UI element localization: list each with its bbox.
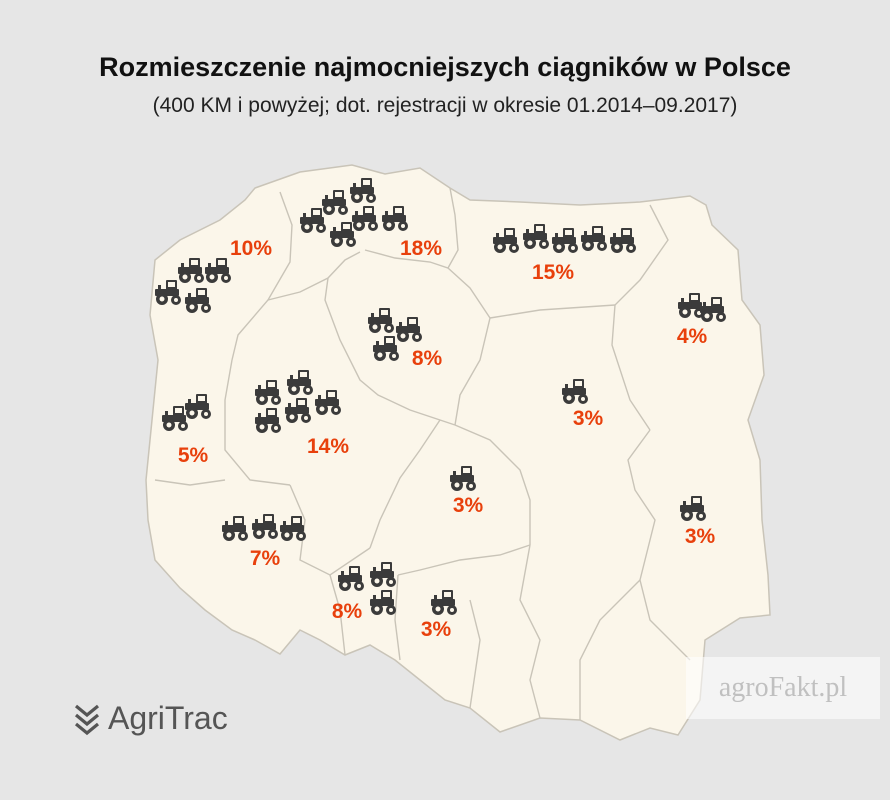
agritrac-chevron-icon: [74, 704, 100, 735]
watermark-text: agroFakt.pl: [718, 672, 848, 703]
percent-label-wielkopolskie: 14%: [306, 435, 350, 458]
percent-label-lubuskie: 5%: [177, 444, 209, 467]
percent-label-dolnoslaskie: 7%: [249, 547, 281, 570]
percent-label-warminsko-mazurskie: 15%: [531, 261, 575, 284]
percent-label-opolskie: 8%: [331, 600, 363, 623]
map-subtitle: (400 KM i powyżej; dot. rejestracji w ok…: [152, 94, 738, 117]
percent-label-lubelskie: 3%: [684, 525, 716, 548]
region-borders: [154, 187, 691, 720]
percent-label-lodzkie: 3%: [452, 494, 484, 517]
percent-label-pomorskie: 18%: [399, 237, 443, 260]
country-shape: [145, 164, 771, 741]
percent-label-slaskie: 3%: [420, 618, 452, 641]
agrofakt-watermark: agroFakt.pl: [686, 657, 880, 719]
percent-label-podlaskie: 4%: [676, 325, 708, 348]
map-title: Rozmieszczenie najmocniejszych ciągników…: [99, 52, 791, 82]
percent-label-kujawsko-pomorskie: 8%: [411, 347, 443, 370]
percent-label-mazowieckie: 3%: [572, 407, 604, 430]
percent-label-zachodniopomorskie: 10%: [229, 237, 273, 260]
agritrac-logo-text: AgriTrac: [108, 700, 228, 736]
agritrac-logo: AgriTrac: [74, 700, 228, 737]
